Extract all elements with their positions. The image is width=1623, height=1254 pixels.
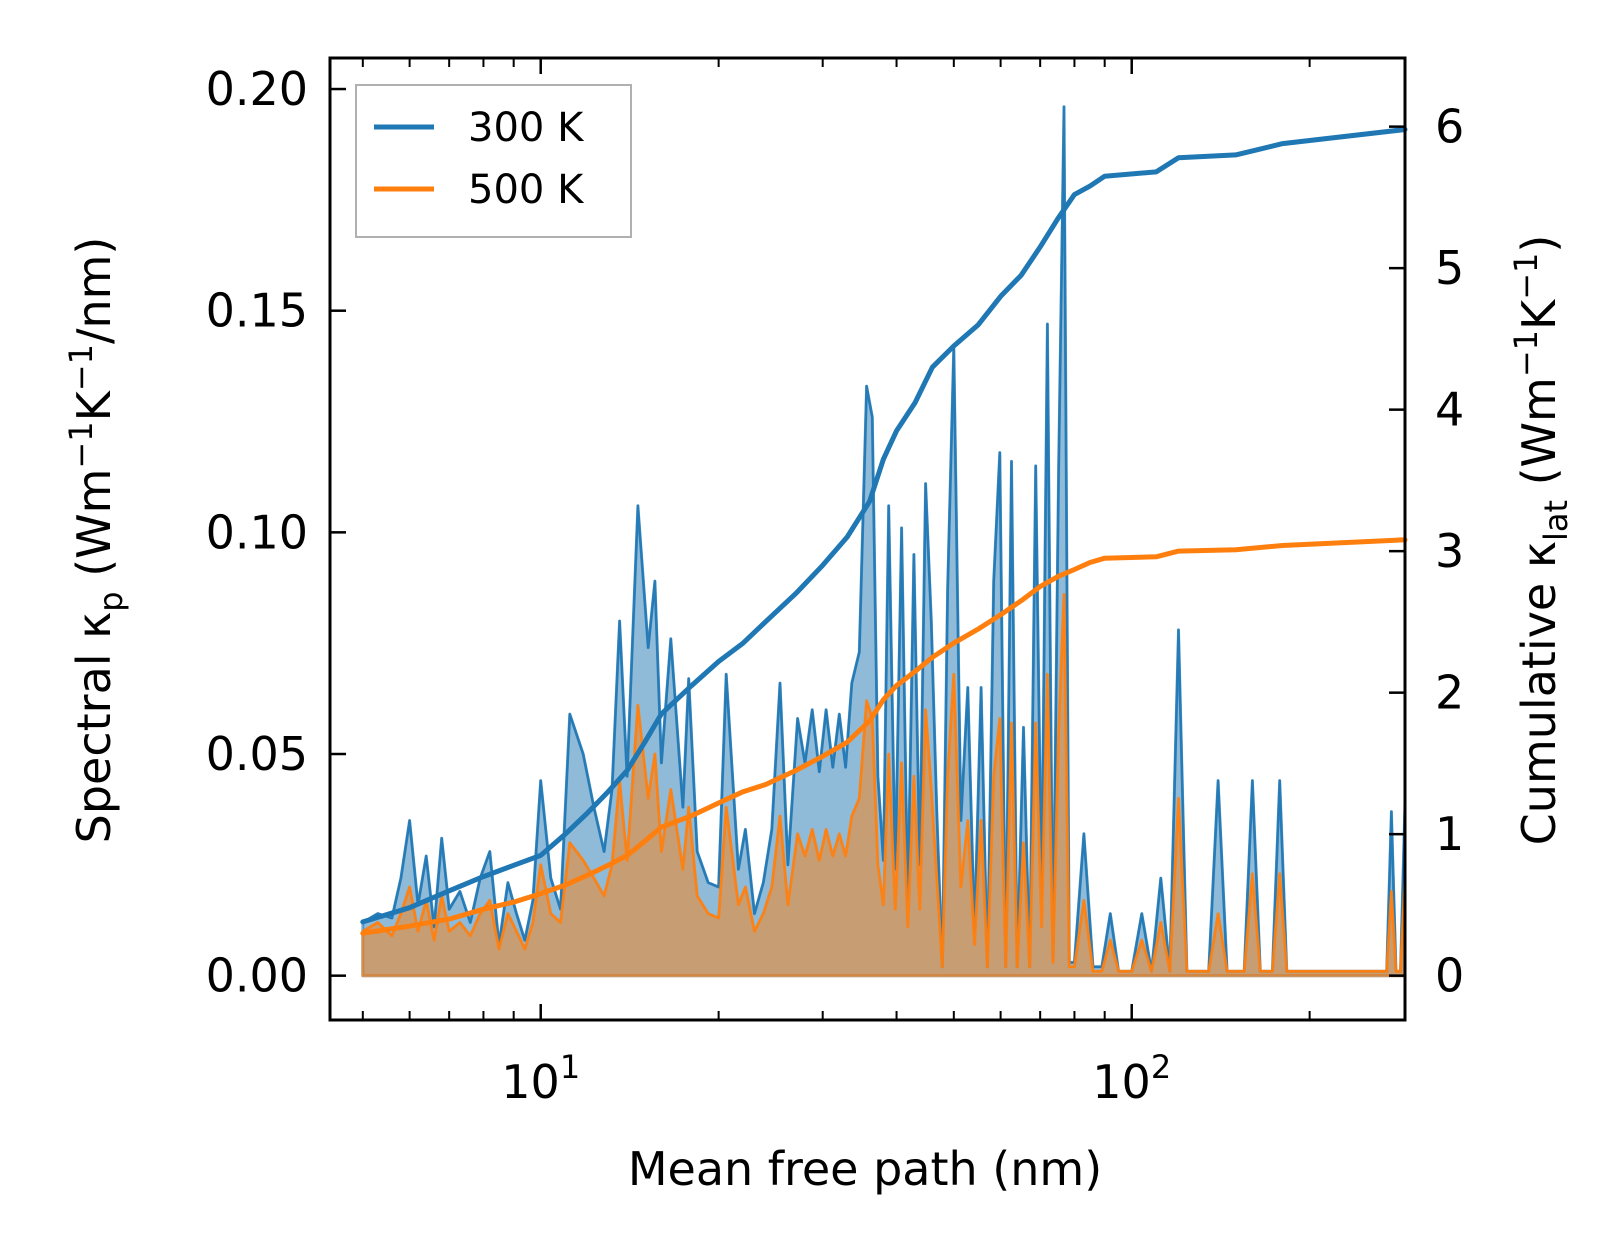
y-right-tick-label: 1 (1435, 807, 1464, 861)
legend-box (355, 84, 632, 238)
spectral-line-500k (362, 593, 1407, 973)
y-right-tick-label: 0 (1435, 949, 1464, 1003)
legend: 300 K 500 K (355, 84, 632, 238)
x-tick-label: 101 (501, 1048, 580, 1109)
y-left-tick-label: 0.15 (206, 284, 308, 338)
y-right-tick-label: 6 (1435, 100, 1464, 154)
spectral-line-300k (362, 105, 1407, 973)
axes: 101 102 0.00 0.05 0.10 0.15 0.20 0 1 2 3 4 5 6 (206, 56, 1464, 1109)
y-left-label-subscript: p (92, 591, 130, 611)
cumulative-line-500k (360, 537, 1408, 936)
y-right-tick-label: 4 (1435, 383, 1464, 437)
y-left-tick-label: 0.05 (206, 727, 308, 781)
y-right-tick-label: 5 (1435, 241, 1464, 295)
y-left-tick-label: 0.20 (206, 62, 308, 116)
y-right-label-subscript: lat (1537, 500, 1575, 541)
y-axis-left-label: Spectral κp (Wm−1K−1/nm) (62, 237, 130, 844)
legend-label-300k: 300 K (468, 105, 585, 151)
y-axis-right-label: Cumulative κlat (Wm−1K−1) (1507, 235, 1575, 846)
y-right-tick-label: 3 (1435, 524, 1464, 578)
cumulative-line-300k (360, 127, 1408, 925)
legend-label-500k: 500 K (468, 167, 585, 213)
y-left-tick-label: 0.00 (206, 949, 308, 1003)
x-tick-label: 102 (1092, 1048, 1171, 1109)
plot-area (360, 105, 1408, 978)
x-axis-label: Mean free path (nm) (628, 1142, 1102, 1196)
y-right-tick-label: 2 (1435, 666, 1464, 720)
axes-frame (328, 56, 1407, 1022)
y-left-tick-label: 0.10 (206, 505, 308, 559)
